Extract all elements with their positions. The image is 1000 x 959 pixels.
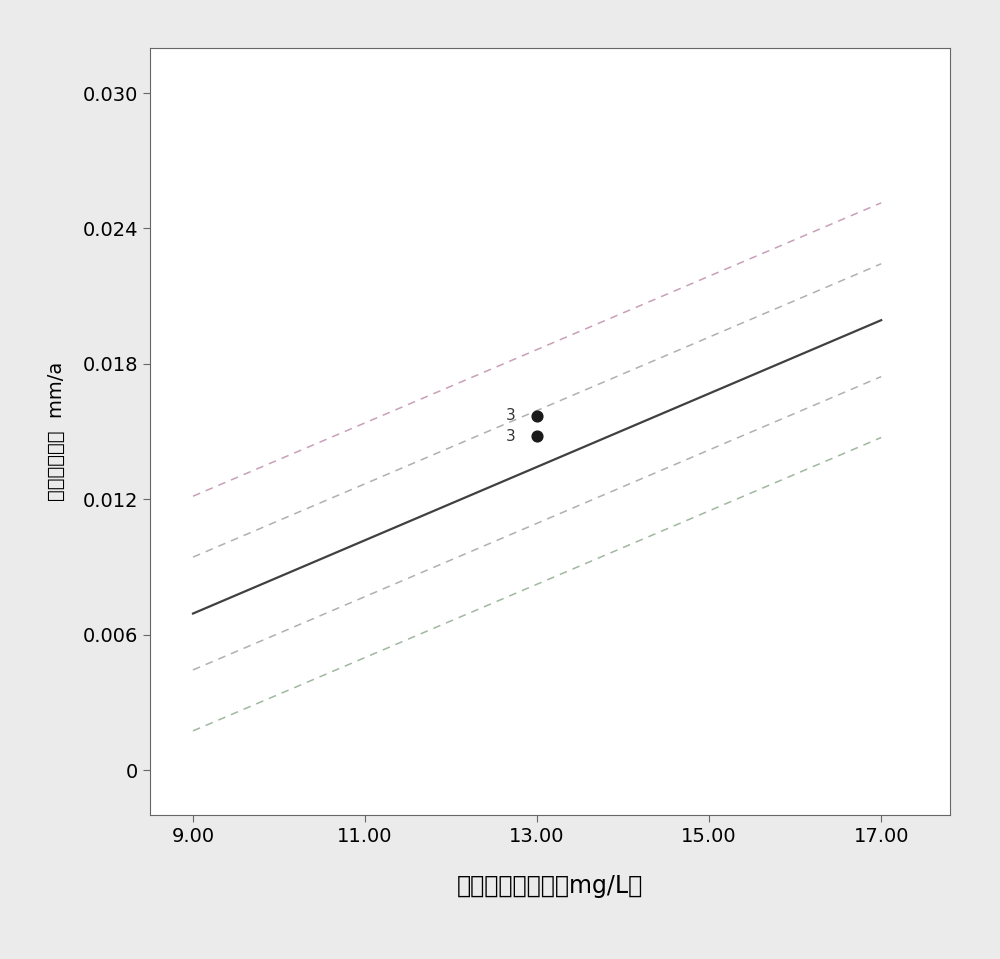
X-axis label: 二氧化氯投加量（mg/L）: 二氧化氯投加量（mg/L） — [457, 874, 643, 898]
Point — [529, 429, 545, 444]
Y-axis label: 瞬时腐蚀速率  mm/a: 瞬时腐蚀速率 mm/a — [47, 362, 66, 502]
Text: 3: 3 — [506, 429, 516, 444]
Text: 3: 3 — [506, 409, 516, 423]
Point — [529, 409, 545, 424]
